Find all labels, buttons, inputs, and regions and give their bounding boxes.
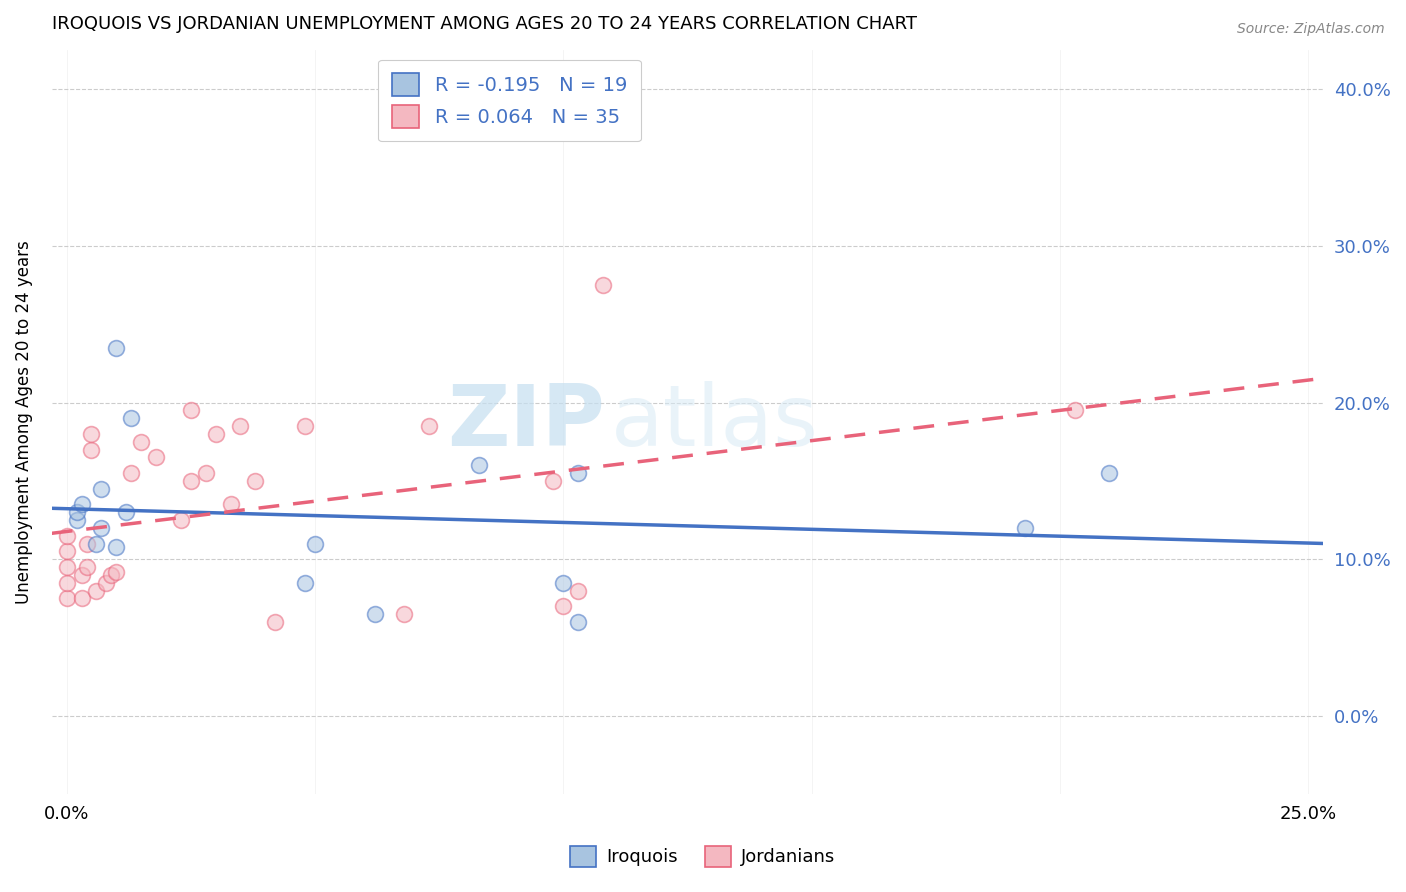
Point [229, 419, 252, 434]
Text: IROQUOIS VS JORDANIAN UNEMPLOYMENT AMONG AGES 20 TO 24 YEARS CORRELATION CHART: IROQUOIS VS JORDANIAN UNEMPLOYMENT AMONG… [52, 15, 917, 33]
Point [76, 560, 98, 574]
Point [70, 497, 93, 511]
Point [70, 591, 93, 606]
Point [567, 615, 589, 629]
Point [129, 434, 152, 449]
Point [304, 536, 326, 550]
Point [55, 544, 77, 558]
Point [86, 536, 108, 550]
Point [567, 466, 589, 480]
Point [120, 466, 142, 480]
Point [1098, 466, 1121, 480]
Legend: R = -0.195   N = 19, R = 0.064   N = 35: R = -0.195 N = 19, R = 0.064 N = 35 [378, 60, 641, 142]
Text: atlas: atlas [612, 381, 820, 464]
Point [105, 341, 128, 355]
Point [394, 607, 416, 621]
Point [170, 513, 193, 527]
Point [105, 540, 128, 554]
Point [204, 426, 226, 441]
Point [567, 583, 589, 598]
Text: ZIP: ZIP [447, 381, 605, 464]
Legend: Iroquois, Jordanians: Iroquois, Jordanians [564, 838, 842, 874]
Point [553, 599, 575, 614]
Point [180, 474, 202, 488]
Point [468, 458, 491, 473]
Point [418, 419, 440, 434]
Point [76, 536, 98, 550]
Point [55, 591, 77, 606]
Point [65, 513, 87, 527]
Point [592, 277, 614, 292]
Point [55, 529, 77, 543]
Point [55, 560, 77, 574]
Point [363, 607, 385, 621]
Point [100, 568, 122, 582]
Point [90, 482, 112, 496]
Point [145, 450, 167, 465]
Point [264, 615, 287, 629]
Point [553, 575, 575, 590]
Point [294, 419, 316, 434]
Point [543, 474, 565, 488]
Point [245, 474, 267, 488]
Point [294, 575, 316, 590]
Point [86, 583, 108, 598]
Point [1063, 403, 1085, 417]
Point [105, 565, 128, 579]
Point [180, 403, 202, 417]
Text: Source: ZipAtlas.com: Source: ZipAtlas.com [1237, 22, 1385, 37]
Point [65, 505, 87, 519]
Point [194, 466, 217, 480]
Point [55, 575, 77, 590]
Point [90, 521, 112, 535]
Point [120, 411, 142, 425]
Point [80, 442, 103, 457]
Point [1014, 521, 1036, 535]
Point [115, 505, 138, 519]
Point [219, 497, 242, 511]
Point [80, 426, 103, 441]
Point [70, 568, 93, 582]
Y-axis label: Unemployment Among Ages 20 to 24 years: Unemployment Among Ages 20 to 24 years [15, 240, 32, 604]
Point [96, 575, 118, 590]
